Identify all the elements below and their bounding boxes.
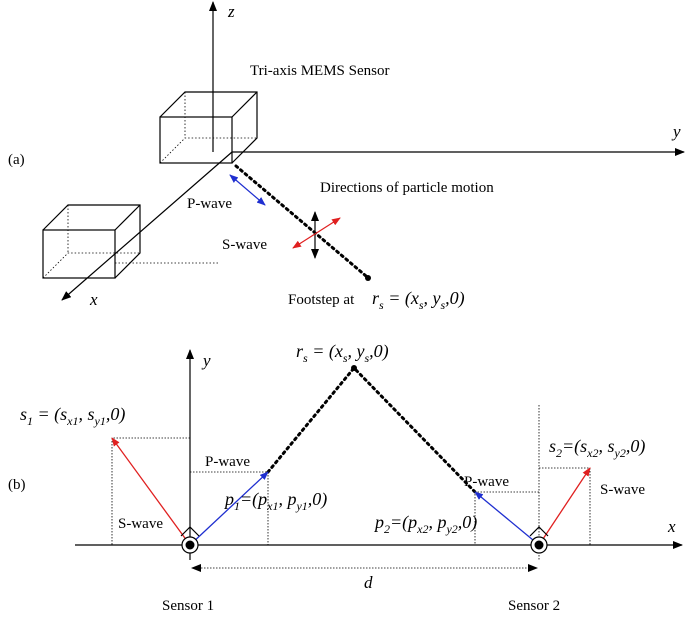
math-text: ,	[79, 404, 88, 424]
subscript: y1	[295, 499, 307, 513]
subscript: 1	[27, 414, 33, 428]
subscript: s	[343, 351, 348, 365]
motion-title: Directions of particle motion	[320, 180, 494, 196]
axis-label: y	[671, 122, 681, 141]
math-text: ,	[428, 512, 437, 532]
subscript: s	[303, 351, 308, 365]
math-text: p	[373, 512, 384, 532]
sensor1	[181, 536, 199, 554]
math-text: p	[406, 512, 417, 532]
math-text: s	[549, 436, 556, 456]
math-text: ,0)	[106, 404, 126, 425]
wave-label: S-wave	[222, 237, 267, 253]
math-text: x	[410, 288, 419, 308]
axis-label: z	[227, 2, 235, 21]
math-text: ,	[348, 341, 357, 361]
subscript: s	[419, 298, 424, 312]
panel-b: y x rs = (xs, ys,0) s1 = (sx1, sy1,0) p1…	[8, 341, 683, 614]
subscript: x1	[266, 499, 278, 513]
math-text: ,	[424, 288, 433, 308]
subscript: y2	[445, 522, 457, 536]
distance-label: d	[364, 573, 373, 592]
math-text: s	[20, 404, 27, 424]
subscript: s	[365, 351, 370, 365]
subscript: 2	[384, 522, 390, 536]
right-angle	[180, 526, 200, 537]
panel-a: z y x Tri-axis MEMS Sensor (a) Direction…	[8, 1, 685, 312]
math-text: = (	[33, 404, 61, 425]
math-text: ,0)	[458, 512, 478, 533]
math-text: p	[223, 489, 234, 509]
math-text: =(	[562, 436, 581, 457]
wave-label: P-wave	[187, 196, 232, 212]
x-axis	[61, 151, 233, 301]
wave-label: S-wave	[600, 482, 645, 498]
math-text: ,0)	[445, 288, 465, 309]
sensor-label: Sensor 2	[508, 598, 560, 614]
wave-label: P-wave	[205, 454, 250, 470]
sensor-cube	[159, 91, 258, 164]
math-text: s	[60, 404, 67, 424]
math-text: ,	[599, 436, 608, 456]
s2-label: s2=(sx2, sy2,0)	[549, 436, 645, 460]
math-text: y	[431, 288, 441, 308]
math-text: s	[580, 436, 587, 456]
wave-label: P-wave	[464, 474, 509, 490]
sensor2	[530, 536, 548, 554]
math-text: p	[435, 512, 446, 532]
math-text: = (	[384, 288, 412, 309]
right-angle	[529, 526, 549, 537]
sensor-label: Sensor 1	[162, 598, 214, 614]
subscript: x1	[66, 414, 78, 428]
math-text: ,	[278, 489, 287, 509]
math-text: r	[296, 341, 304, 361]
sensor-cube-projection	[42, 204, 220, 279]
math-text: ,0)	[626, 436, 646, 457]
panel-label: (b)	[8, 477, 26, 493]
axis-label: x	[667, 517, 676, 536]
subscript: x2	[416, 522, 428, 536]
footstep-position: rs = (xs, ys,0)	[372, 288, 465, 312]
s-wave-arrow	[292, 217, 341, 249]
math-text: = (	[308, 341, 336, 362]
p-wave-vector	[474, 491, 540, 546]
math-text: s	[608, 436, 615, 456]
s-wave-vector	[538, 467, 591, 546]
source-point	[351, 365, 357, 371]
math-text: ,0)	[369, 341, 389, 362]
source-position: rs = (xs, ys,0)	[296, 341, 389, 365]
subscript: 1	[234, 499, 240, 513]
subscript: y1	[94, 414, 106, 428]
subscript: s	[441, 298, 446, 312]
subscript: s	[379, 298, 384, 312]
s1-label: s1 = (sx1, sy1,0)	[20, 404, 125, 428]
math-text: y	[355, 341, 365, 361]
math-text: p	[285, 489, 296, 509]
math-text: =(	[240, 489, 259, 510]
axis-label: x	[89, 290, 98, 309]
math-text: r	[372, 288, 380, 308]
footstep-label: Footstep at	[288, 292, 355, 308]
subscript: y2	[614, 446, 626, 460]
math-text: ,0)	[308, 489, 328, 510]
math-text: x	[334, 341, 343, 361]
sensor-title: Tri-axis MEMS Sensor	[250, 63, 389, 79]
axis-label: y	[201, 351, 211, 370]
math-text: s	[88, 404, 95, 424]
wave-label: S-wave	[118, 516, 163, 532]
math-text: =(	[390, 512, 409, 533]
p2-label: p2=(px2, py2,0)	[373, 512, 477, 536]
footstep-point	[365, 275, 371, 281]
panel-label: (a)	[8, 152, 25, 168]
s-wave-vector	[111, 437, 191, 546]
propagation-path	[266, 365, 477, 494]
p-wave-vector	[189, 471, 269, 546]
p1-label: p1=(px1, py1,0)	[223, 489, 327, 513]
p-wave-arrow	[229, 174, 266, 206]
subscript: 2	[556, 446, 562, 460]
subscript: x2	[586, 446, 598, 460]
math-text: p	[256, 489, 267, 509]
